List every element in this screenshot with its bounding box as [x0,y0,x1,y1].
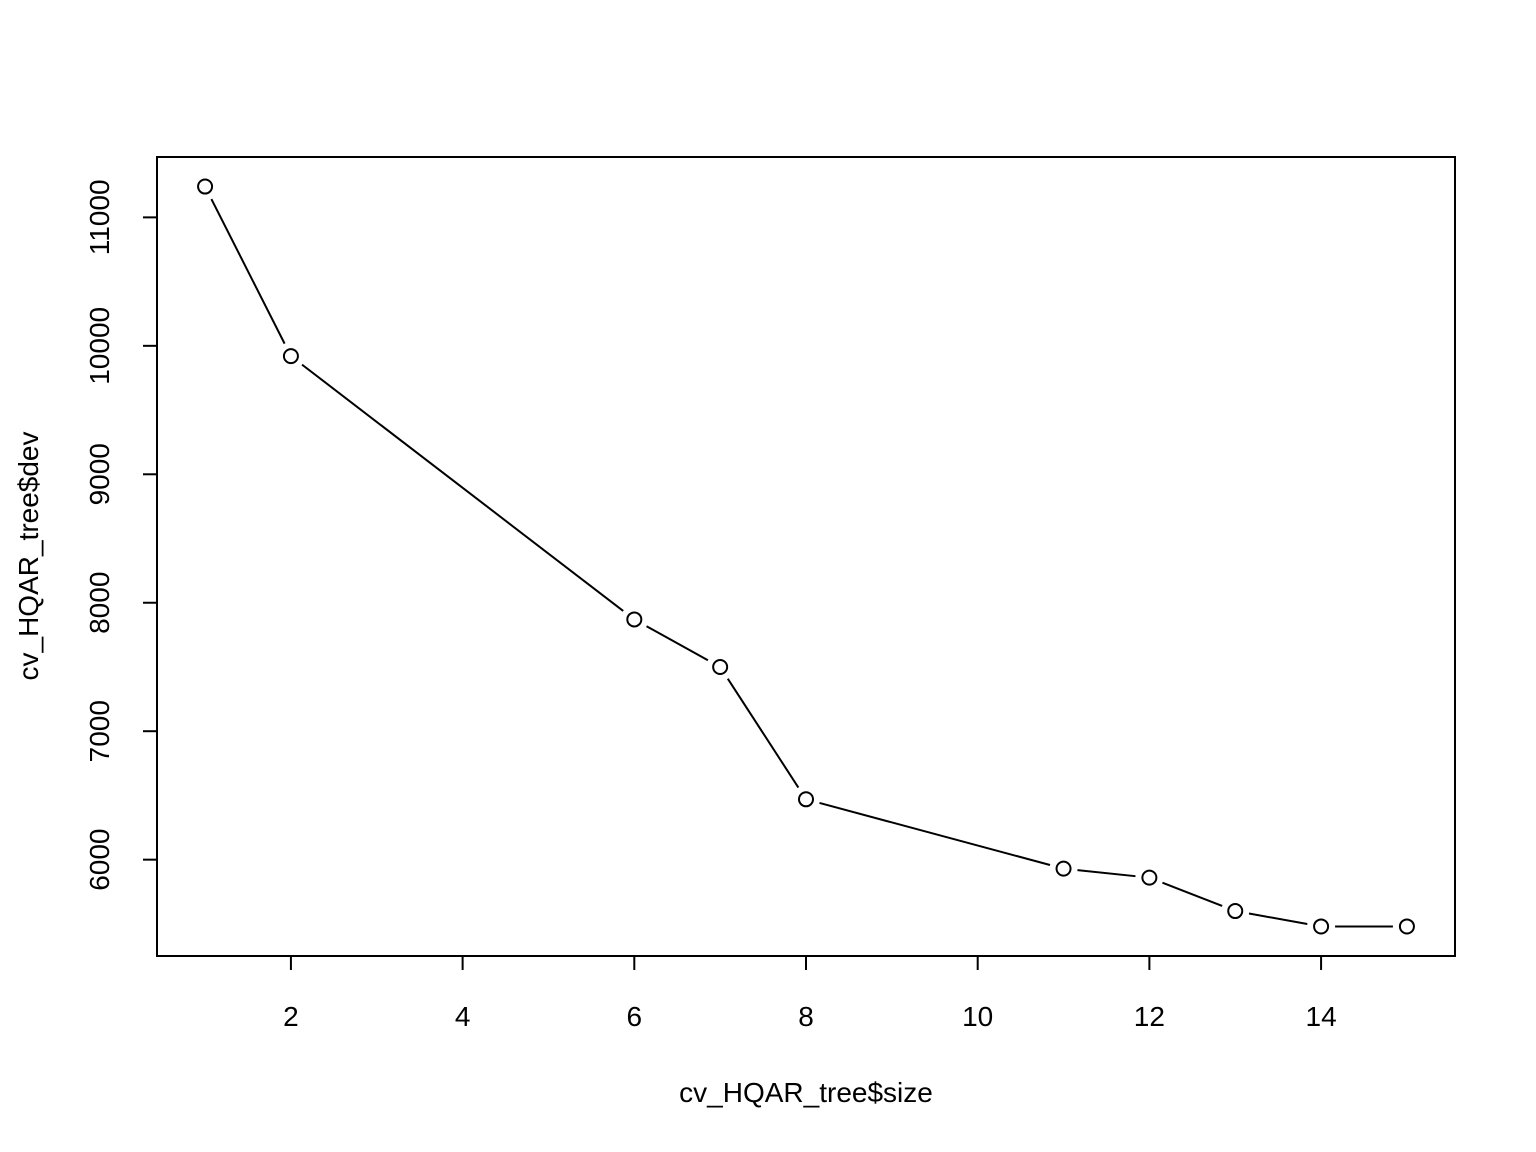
data-point [798,791,814,808]
x-tick-label: 14 [1306,1001,1337,1032]
line-segment [1077,869,1136,878]
series-line [197,178,1415,935]
data-point [1055,860,1072,877]
y-tick-label: 10000 [84,307,115,385]
data-point [1141,869,1158,886]
x-axis: 2 4 6 8 10 12 14 [283,956,1337,1032]
x-tick-label: 2 [283,1001,299,1032]
data-point [282,348,299,365]
y-tick-label: 8000 [84,572,115,634]
y-tick-label: 9000 [84,443,115,505]
line-segment [301,363,624,612]
x-tick-label: 6 [627,1001,643,1032]
y-tick-label: 11000 [84,179,115,255]
data-point [1313,918,1330,935]
data-point [712,658,729,675]
y-tick-label: 6000 [84,829,115,891]
line-segment [1162,881,1223,907]
x-tick-label: 10 [962,1001,993,1032]
line-segment [819,801,1051,866]
data-point [197,178,214,195]
line-segment [1248,912,1308,925]
line-segment [646,625,709,662]
x-tick-label: 4 [455,1001,471,1032]
data-point [626,611,643,628]
y-axis: 6000 7000 8000 9000 10000 11000 [84,179,157,891]
x-axis-title: cv_HQAR_tree$size [679,1077,933,1108]
line-segment [726,678,800,789]
data-point [1398,918,1415,935]
plot-frame [156,156,1456,957]
data-point [1227,903,1244,920]
x-tick-label: 8 [798,1001,814,1032]
line-segment [210,198,286,345]
x-tick-label: 12 [1134,1001,1165,1032]
y-axis-title: cv_HQAR_tree$dev [13,431,44,680]
y-tick-label: 7000 [84,700,115,762]
